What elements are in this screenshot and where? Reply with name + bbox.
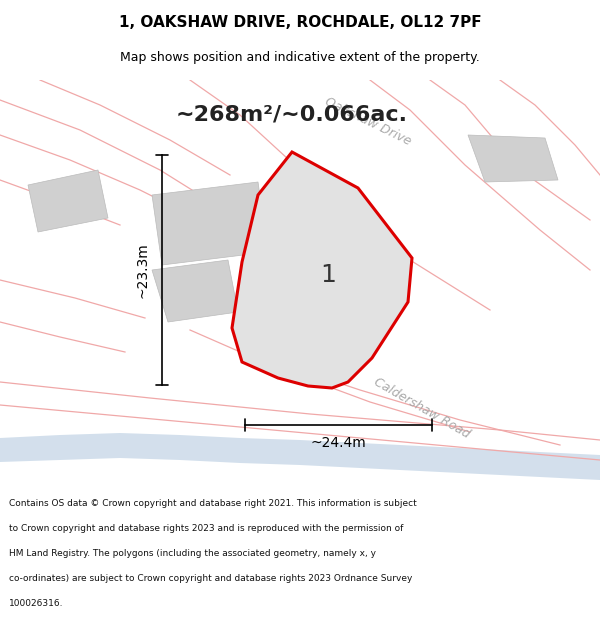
- Text: Contains OS data © Crown copyright and database right 2021. This information is : Contains OS data © Crown copyright and d…: [9, 499, 417, 509]
- Text: Oakshaw Drive: Oakshaw Drive: [323, 96, 413, 149]
- Text: to Crown copyright and database rights 2023 and is reproduced with the permissio: to Crown copyright and database rights 2…: [9, 524, 403, 533]
- Polygon shape: [152, 260, 238, 322]
- Polygon shape: [152, 182, 268, 265]
- Polygon shape: [468, 135, 558, 182]
- Text: 1: 1: [320, 263, 336, 287]
- Text: 100026316.: 100026316.: [9, 599, 64, 608]
- Text: Caldershaw Road: Caldershaw Road: [372, 375, 472, 441]
- Text: co-ordinates) are subject to Crown copyright and database rights 2023 Ordnance S: co-ordinates) are subject to Crown copyr…: [9, 574, 412, 583]
- Polygon shape: [232, 152, 412, 388]
- Text: ~24.4m: ~24.4m: [311, 436, 367, 450]
- Text: ~23.3m: ~23.3m: [135, 242, 149, 298]
- Text: HM Land Registry. The polygons (including the associated geometry, namely x, y: HM Land Registry. The polygons (includin…: [9, 549, 376, 558]
- Text: Map shows position and indicative extent of the property.: Map shows position and indicative extent…: [120, 51, 480, 64]
- Text: ~268m²/~0.066ac.: ~268m²/~0.066ac.: [176, 105, 408, 125]
- Polygon shape: [28, 170, 108, 232]
- Polygon shape: [0, 433, 600, 480]
- Text: 1, OAKSHAW DRIVE, ROCHDALE, OL12 7PF: 1, OAKSHAW DRIVE, ROCHDALE, OL12 7PF: [119, 15, 481, 30]
